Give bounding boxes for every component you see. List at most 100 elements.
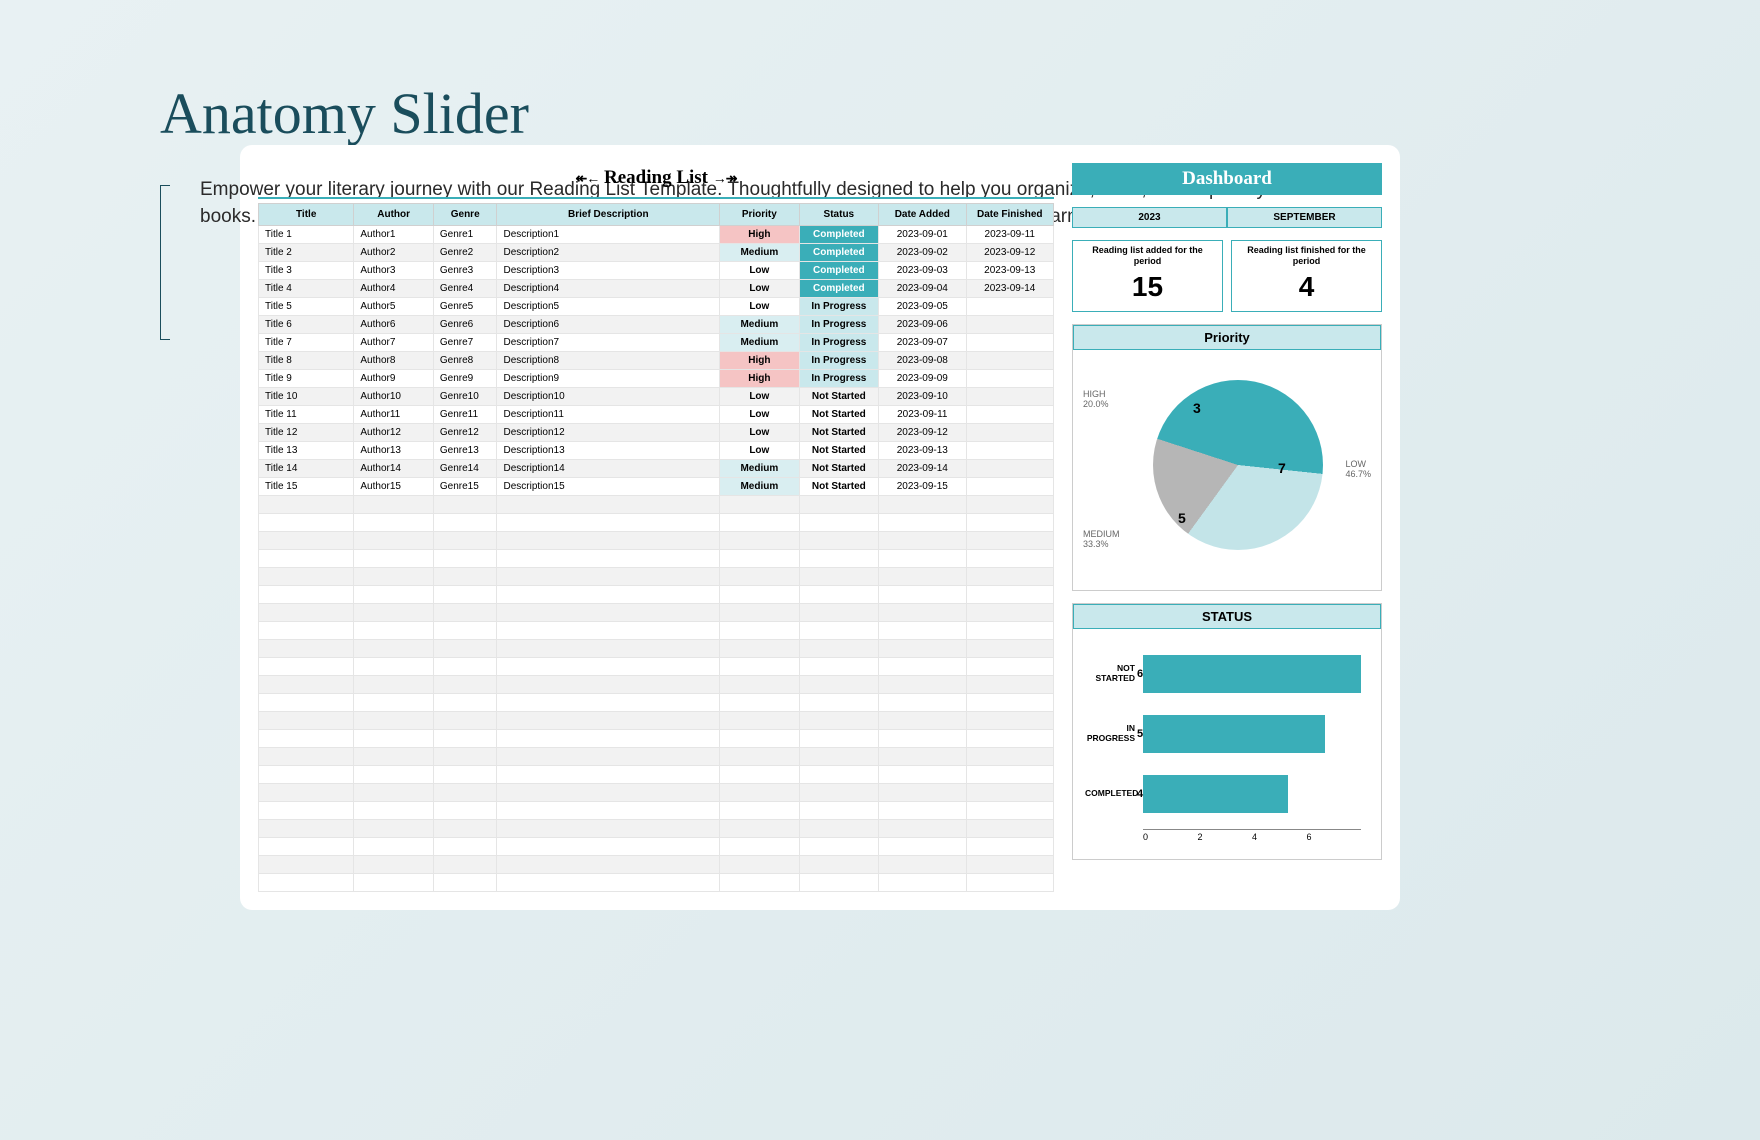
table-row[interactable]: Title 11Author11Genre11Description11LowN…: [259, 406, 1054, 424]
table-cell[interactable]: Description5: [497, 298, 720, 316]
table-cell[interactable]: Title 14: [259, 460, 354, 478]
table-cell[interactable]: [966, 478, 1053, 496]
table-cell[interactable]: Title 13: [259, 442, 354, 460]
table-cell[interactable]: 2023-09-11: [879, 406, 966, 424]
table-row[interactable]: Title 14Author14Genre14Description14Medi…: [259, 460, 1054, 478]
table-cell[interactable]: [966, 316, 1053, 334]
table-cell[interactable]: 2023-09-14: [879, 460, 966, 478]
table-row[interactable]: Title 3Author3Genre3Description3LowCompl…: [259, 262, 1054, 280]
table-cell[interactable]: [966, 424, 1053, 442]
table-cell[interactable]: Genre12: [433, 424, 497, 442]
table-cell[interactable]: 2023-09-12: [966, 244, 1053, 262]
table-cell[interactable]: 2023-09-13: [879, 442, 966, 460]
table-cell[interactable]: Genre1: [433, 226, 497, 244]
table-cell[interactable]: Completed: [799, 244, 879, 262]
table-cell[interactable]: Not Started: [799, 406, 879, 424]
table-cell[interactable]: 2023-09-13: [966, 262, 1053, 280]
table-cell[interactable]: Title 12: [259, 424, 354, 442]
table-cell[interactable]: Description12: [497, 424, 720, 442]
table-cell[interactable]: Medium: [720, 460, 800, 478]
table-cell[interactable]: Low: [720, 262, 800, 280]
table-cell[interactable]: Genre7: [433, 334, 497, 352]
table-cell[interactable]: In Progress: [799, 334, 879, 352]
table-cell[interactable]: Title 4: [259, 280, 354, 298]
table-row-empty[interactable]: [259, 586, 1054, 604]
table-cell[interactable]: Description3: [497, 262, 720, 280]
table-cell[interactable]: Title 5: [259, 298, 354, 316]
table-cell[interactable]: 2023-09-14: [966, 280, 1053, 298]
table-cell[interactable]: 2023-09-08: [879, 352, 966, 370]
table-cell[interactable]: Title 3: [259, 262, 354, 280]
table-cell[interactable]: Author3: [354, 262, 434, 280]
table-cell[interactable]: 2023-09-03: [879, 262, 966, 280]
table-row-empty[interactable]: [259, 856, 1054, 874]
table-row[interactable]: Title 9Author9Genre9Description9HighIn P…: [259, 370, 1054, 388]
table-cell[interactable]: Genre9: [433, 370, 497, 388]
table-cell[interactable]: 2023-09-05: [879, 298, 966, 316]
table-cell[interactable]: Low: [720, 406, 800, 424]
table-cell[interactable]: Genre2: [433, 244, 497, 262]
table-cell[interactable]: Author2: [354, 244, 434, 262]
table-cell[interactable]: Description13: [497, 442, 720, 460]
table-cell[interactable]: Description8: [497, 352, 720, 370]
table-cell[interactable]: Author8: [354, 352, 434, 370]
table-cell[interactable]: High: [720, 352, 800, 370]
table-cell[interactable]: Author7: [354, 334, 434, 352]
table-cell[interactable]: High: [720, 226, 800, 244]
table-cell[interactable]: Author15: [354, 478, 434, 496]
table-cell[interactable]: 2023-09-09: [879, 370, 966, 388]
table-row[interactable]: Title 5Author5Genre5Description5LowIn Pr…: [259, 298, 1054, 316]
table-cell[interactable]: Medium: [720, 316, 800, 334]
table-cell[interactable]: Low: [720, 388, 800, 406]
table-cell[interactable]: In Progress: [799, 298, 879, 316]
table-cell[interactable]: Not Started: [799, 442, 879, 460]
table-row-empty[interactable]: [259, 604, 1054, 622]
table-cell[interactable]: Genre5: [433, 298, 497, 316]
table-row-empty[interactable]: [259, 802, 1054, 820]
table-cell[interactable]: Author6: [354, 316, 434, 334]
table-row-empty[interactable]: [259, 550, 1054, 568]
table-cell[interactable]: Low: [720, 298, 800, 316]
table-row-empty[interactable]: [259, 640, 1054, 658]
table-cell[interactable]: Description15: [497, 478, 720, 496]
table-cell[interactable]: [966, 352, 1053, 370]
table-cell[interactable]: Genre10: [433, 388, 497, 406]
table-cell[interactable]: 2023-09-10: [879, 388, 966, 406]
table-cell[interactable]: Title 2: [259, 244, 354, 262]
table-cell[interactable]: Author14: [354, 460, 434, 478]
table-cell[interactable]: Medium: [720, 478, 800, 496]
table-cell[interactable]: Title 9: [259, 370, 354, 388]
table-row[interactable]: Title 6Author6Genre6Description6MediumIn…: [259, 316, 1054, 334]
table-cell[interactable]: Completed: [799, 280, 879, 298]
table-row[interactable]: Title 4Author4Genre4Description4LowCompl…: [259, 280, 1054, 298]
table-row[interactable]: Title 15Author15Genre15Description15Medi…: [259, 478, 1054, 496]
table-cell[interactable]: Genre14: [433, 460, 497, 478]
table-cell[interactable]: In Progress: [799, 316, 879, 334]
table-cell[interactable]: Genre8: [433, 352, 497, 370]
table-cell[interactable]: [966, 370, 1053, 388]
table-cell[interactable]: Title 6: [259, 316, 354, 334]
table-cell[interactable]: Genre11: [433, 406, 497, 424]
table-cell[interactable]: Not Started: [799, 478, 879, 496]
table-row[interactable]: Title 12Author12Genre12Description12LowN…: [259, 424, 1054, 442]
table-cell[interactable]: Low: [720, 442, 800, 460]
table-cell[interactable]: Completed: [799, 262, 879, 280]
table-row-empty[interactable]: [259, 514, 1054, 532]
table-cell[interactable]: [966, 334, 1053, 352]
table-cell[interactable]: 2023-09-11: [966, 226, 1053, 244]
table-cell[interactable]: Title 1: [259, 226, 354, 244]
table-row-empty[interactable]: [259, 748, 1054, 766]
table-cell[interactable]: Not Started: [799, 424, 879, 442]
table-cell[interactable]: Author4: [354, 280, 434, 298]
table-cell[interactable]: Genre13: [433, 442, 497, 460]
table-cell[interactable]: 2023-09-02: [879, 244, 966, 262]
table-row[interactable]: Title 10Author10Genre10Description10LowN…: [259, 388, 1054, 406]
table-cell[interactable]: Description14: [497, 460, 720, 478]
table-row-empty[interactable]: [259, 496, 1054, 514]
table-cell[interactable]: Description10: [497, 388, 720, 406]
table-row[interactable]: Title 2Author2Genre2Description2MediumCo…: [259, 244, 1054, 262]
table-cell[interactable]: Author11: [354, 406, 434, 424]
table-cell[interactable]: Author1: [354, 226, 434, 244]
table-cell[interactable]: [966, 460, 1053, 478]
table-row[interactable]: Title 7Author7Genre7Description7MediumIn…: [259, 334, 1054, 352]
